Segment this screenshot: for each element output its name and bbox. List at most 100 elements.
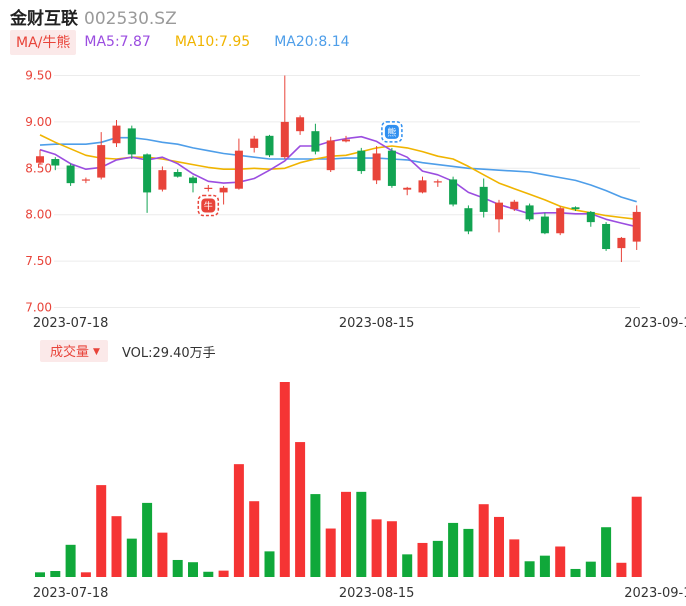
candlestick-chart: 9.509.008.508.007.507.00 2023-07-18 2023-… (25, 69, 686, 332)
candle (372, 146, 381, 185)
volume-bar (65, 544, 76, 577)
volume-bar (264, 551, 275, 577)
price-tick-label: 9.00 (25, 115, 52, 129)
candle-body (219, 187, 228, 193)
candle (602, 222, 611, 251)
candle (280, 75, 289, 160)
candle-body (510, 201, 519, 210)
ma5-line (39, 135, 637, 228)
candle-body (418, 180, 427, 193)
caret-down-icon: ▼ (93, 347, 100, 357)
ma-toggle-button[interactable]: MA/牛熊 (10, 29, 77, 55)
volume-bar (295, 442, 306, 577)
volume-bar (172, 559, 183, 577)
volume-bar (325, 528, 336, 577)
volume-bar (570, 568, 581, 577)
volume-date-tick-label: 2023-07-18 (33, 586, 109, 601)
candles (36, 75, 641, 263)
volume-bar (585, 561, 596, 577)
volume-bar (601, 527, 612, 577)
volume-bar (279, 382, 290, 577)
candle-body (326, 140, 335, 171)
candle (449, 176, 458, 207)
candle-body (602, 223, 611, 250)
volume-bar (96, 485, 107, 577)
candle-body (617, 237, 626, 249)
candle (173, 169, 182, 178)
candle-body (586, 211, 595, 223)
candle (510, 199, 519, 211)
candle-body (97, 145, 106, 178)
bull-signal-badge[interactable]: 牛 (197, 194, 220, 217)
volume-bar (35, 572, 45, 577)
candle (219, 185, 228, 205)
candle-body (51, 159, 60, 166)
candle (51, 157, 60, 171)
candle (571, 206, 580, 211)
candle-body (433, 181, 442, 183)
volume-bar (539, 555, 550, 577)
stock-header: 金财互联 002530.SZ (10, 4, 177, 29)
candle (204, 185, 213, 192)
candle-body (234, 150, 243, 189)
volume-toggle-label: 成交量 (50, 345, 90, 360)
candle-body (66, 165, 75, 184)
volume-bar (631, 496, 642, 577)
ma10-legend-label: MA10:7.95 (174, 34, 251, 50)
candle (464, 205, 473, 235)
ma5-legend-label: MA5:7.87 (84, 34, 151, 50)
candle-body (495, 202, 503, 220)
volume-bar (80, 572, 91, 577)
bear-signal-badge[interactable]: 熊 (381, 121, 403, 143)
candle (81, 177, 90, 184)
candle (311, 123, 320, 155)
stock-code: 002530.SZ (84, 9, 177, 29)
candle (250, 135, 259, 153)
ma20-line (39, 136, 637, 203)
volume-bar (188, 562, 198, 577)
volume-bar (555, 546, 566, 577)
candle (357, 147, 366, 174)
candle-body (280, 121, 289, 158)
volume-bar (509, 539, 520, 577)
volume-date-tick-label: 2023-09-11 (624, 586, 686, 601)
candle (617, 236, 626, 263)
volume-bar (432, 540, 443, 577)
ma10-line (39, 134, 637, 221)
volume-bar (203, 571, 214, 577)
volume-bar (50, 571, 61, 577)
volume-bar (478, 504, 489, 577)
candle-body (525, 205, 534, 220)
volume-bar (157, 532, 168, 577)
candle (632, 205, 641, 250)
candle-body (403, 187, 412, 190)
volume-bars (35, 382, 642, 577)
candle-body (250, 138, 259, 148)
date-tick-label: 2023-07-18 (33, 316, 109, 331)
candle-body (387, 150, 396, 186)
candle (326, 136, 335, 173)
candle (36, 149, 44, 165)
volume-bar (448, 522, 459, 577)
candle (296, 115, 305, 135)
candle-body (464, 208, 473, 232)
candle-body (81, 179, 90, 181)
candle (143, 153, 152, 213)
volume-bar (524, 561, 535, 577)
candle-body (112, 125, 121, 144)
signal-badges: 牛熊 (197, 121, 403, 217)
volume-toggle-button[interactable]: 成交量 ▼ (40, 340, 108, 362)
volume-bar (417, 542, 428, 577)
ma20-legend-label: MA20:8.14 (274, 34, 350, 50)
price-grid (54, 75, 640, 308)
volume-date-tick-label: 2023-08-15 (339, 586, 415, 601)
stock-name: 金财互联 (10, 9, 78, 29)
moving-average-lines (39, 134, 637, 228)
volume-bar (126, 538, 137, 577)
volume-x-axis: 2023-07-18 2023-08-15 2023-09-11 (33, 586, 686, 601)
candle-body (143, 154, 152, 193)
candle-body (556, 208, 565, 234)
candle (418, 176, 427, 194)
candle (387, 147, 396, 188)
candle (265, 134, 274, 158)
